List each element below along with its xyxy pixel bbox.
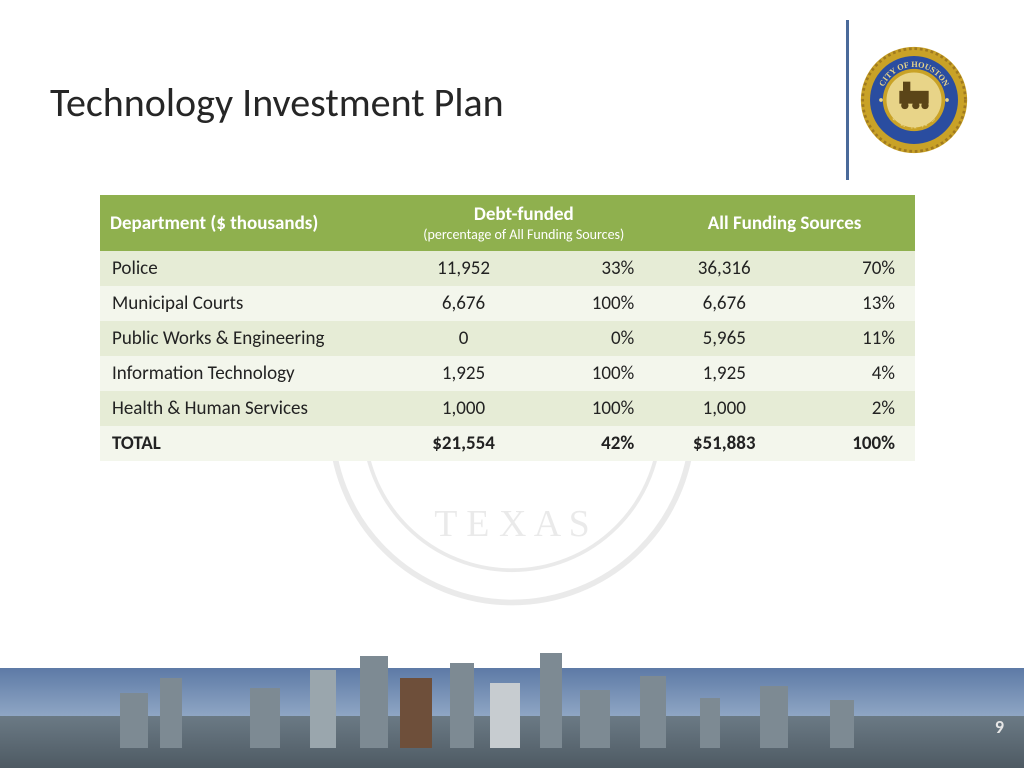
cell-all-val: 5,965 <box>654 321 794 356</box>
cell-all-val: $51,883 <box>654 426 794 461</box>
cell-dept: Municipal Courts <box>100 286 393 321</box>
building-icon <box>640 676 666 748</box>
slide: T E X A S Technology Investment Plan CIT… <box>0 0 1024 768</box>
cell-debt-pct: 33% <box>534 251 655 286</box>
cell-debt-pct: 100% <box>534 286 655 321</box>
cell-debt-pct: 100% <box>534 356 655 391</box>
table-row: Municipal Courts 6,676 100% 6,676 13% <box>100 286 915 321</box>
cell-debt-pct: 0% <box>534 321 655 356</box>
building-icon <box>760 686 788 748</box>
building-icon <box>830 700 854 748</box>
cell-all-pct: 4% <box>794 356 915 391</box>
cell-all-pct: 11% <box>794 321 915 356</box>
building-icon <box>310 670 336 748</box>
building-icon <box>580 690 610 748</box>
cell-all-val: 1,925 <box>654 356 794 391</box>
page-title: Technology Investment Plan <box>50 78 504 127</box>
building-icon <box>450 663 474 748</box>
building-icon <box>160 678 182 748</box>
footer-skyline <box>0 668 1024 768</box>
building-icon <box>540 653 562 748</box>
building-icon <box>490 683 520 748</box>
building-icon <box>250 688 280 748</box>
cell-all-val: 36,316 <box>654 251 794 286</box>
vertical-divider <box>846 20 849 180</box>
table-row: Public Works & Engineering 0 0% 5,965 11… <box>100 321 915 356</box>
cell-debt-pct: 42% <box>534 426 655 461</box>
building-icon <box>360 656 388 748</box>
col-department: Department ($ thousands) <box>100 195 393 251</box>
building-icon <box>700 698 720 748</box>
cell-all-pct: 13% <box>794 286 915 321</box>
building-icon <box>120 693 148 748</box>
cell-dept: TOTAL <box>100 426 393 461</box>
table-body: Police 11,952 33% 36,316 70% Municipal C… <box>100 251 915 461</box>
cell-dept: Health & Human Services <box>100 391 393 426</box>
investment-table: Department ($ thousands) Debt-funded (pe… <box>100 195 915 461</box>
cell-all-pct: 2% <box>794 391 915 426</box>
cell-all-pct: 70% <box>794 251 915 286</box>
cell-debt-val: 1,925 <box>393 356 533 391</box>
col-debt-funded: Debt-funded (percentage of All Funding S… <box>393 195 654 251</box>
table-row: Health & Human Services 1,000 100% 1,000… <box>100 391 915 426</box>
page-number: 9 <box>995 716 1004 738</box>
table-row-total: TOTAL $21,554 42% $51,883 100% <box>100 426 915 461</box>
cell-all-val: 6,676 <box>654 286 794 321</box>
col-debt-funded-sublabel: (percentage of All Funding Sources) <box>403 226 644 243</box>
col-debt-funded-label: Debt-funded <box>474 203 574 226</box>
cell-debt-val: 11,952 <box>393 251 533 286</box>
city-seal-icon: CITY OF HOUSTON T E X A S <box>859 45 969 155</box>
cell-debt-val: $21,554 <box>393 426 533 461</box>
cell-debt-val: 0 <box>393 321 533 356</box>
col-all-funding: All Funding Sources <box>654 195 915 251</box>
cell-all-pct: 100% <box>794 426 915 461</box>
cell-dept: Police <box>100 251 393 286</box>
svg-text:T E X A S: T E X A S <box>434 503 590 545</box>
cell-all-val: 1,000 <box>654 391 794 426</box>
cell-debt-pct: 100% <box>534 391 655 426</box>
cell-debt-val: 1,000 <box>393 391 533 426</box>
table-row: Information Technology 1,925 100% 1,925 … <box>100 356 915 391</box>
cell-debt-val: 6,676 <box>393 286 533 321</box>
table-row: Police 11,952 33% 36,316 70% <box>100 251 915 286</box>
cell-dept: Information Technology <box>100 356 393 391</box>
table-header-row: Department ($ thousands) Debt-funded (pe… <box>100 195 915 251</box>
building-icon <box>400 678 432 748</box>
cell-dept: Public Works & Engineering <box>100 321 393 356</box>
